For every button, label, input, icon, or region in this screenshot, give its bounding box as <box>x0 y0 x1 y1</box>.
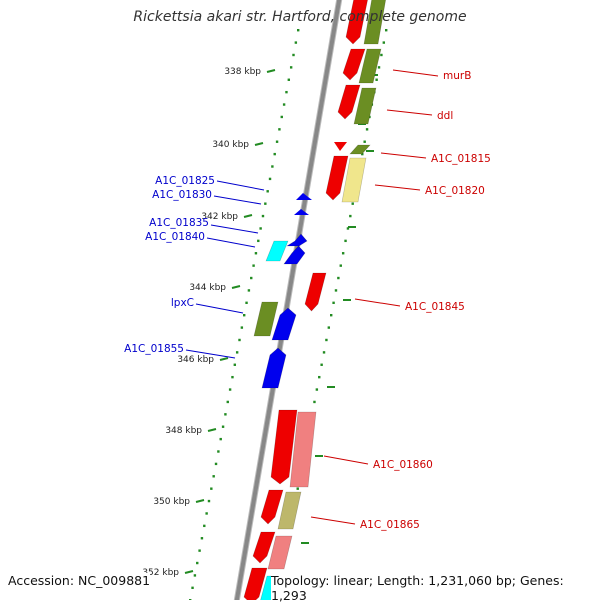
scale-label: 350 kbp <box>153 497 190 507</box>
gene-block <box>252 531 276 564</box>
scale-tick <box>266 69 276 73</box>
gene-block <box>270 409 298 485</box>
gene-block <box>341 157 367 203</box>
gene-block <box>345 0 368 45</box>
map-title: Rickettsia akari str. Hartford, complete… <box>133 9 467 25</box>
gene-label: A1C_01860 <box>373 459 433 471</box>
gene-block <box>289 411 317 488</box>
gene-label: A1C_01830 <box>152 189 212 201</box>
gene-label: A1C_01855 <box>124 343 184 355</box>
scale-tick <box>254 142 264 146</box>
scale-label: 340 kbp <box>212 140 249 150</box>
scale-tick <box>195 499 205 503</box>
gene-label: A1C_01845 <box>405 301 465 313</box>
scale-tick <box>207 428 217 432</box>
scale-label: 344 kbp <box>189 283 226 293</box>
gene-block <box>349 144 371 155</box>
gene-label: A1C_01825 <box>155 175 215 187</box>
scale-tick <box>219 357 229 361</box>
gene-label: A1C_01865 <box>360 519 420 531</box>
gene-block <box>337 84 361 120</box>
accession-text: Accession: NC_009881 <box>8 573 151 588</box>
scale-label: 348 kbp <box>165 426 202 436</box>
gene-label: lpxC <box>171 297 194 309</box>
callout-line <box>354 298 401 307</box>
gene-label: A1C_01820 <box>425 185 485 197</box>
scale-tick <box>184 570 194 574</box>
gene-block <box>260 489 284 525</box>
gene-block <box>265 240 289 262</box>
callout-line <box>206 237 256 248</box>
callout-line <box>323 455 369 465</box>
gene-label: murB <box>443 70 471 82</box>
callout-line <box>185 349 236 359</box>
scale-tick <box>231 285 241 289</box>
gene-block <box>261 347 287 389</box>
callout-line <box>195 303 244 314</box>
scale-label: 346 kbp <box>177 355 214 365</box>
gene-block <box>358 48 382 84</box>
gene-label: ddl <box>437 110 453 122</box>
gene-block <box>253 301 279 337</box>
callout-line <box>392 69 439 77</box>
gene-block <box>243 567 268 600</box>
callout-line <box>380 152 427 159</box>
gene-block <box>277 491 302 530</box>
callout-line <box>210 224 259 234</box>
scale-tick <box>243 214 253 218</box>
gene-block <box>271 307 297 341</box>
gene-block <box>342 48 366 81</box>
scale-label: 342 kbp <box>201 212 238 222</box>
callout-line <box>216 180 265 191</box>
gene-block <box>304 272 327 312</box>
scale-label: 352 kbp <box>142 568 179 578</box>
gene-block <box>353 87 377 125</box>
callout-line <box>213 195 262 205</box>
gene-label: A1C_01840 <box>145 231 205 243</box>
gene-label: A1C_01815 <box>431 153 491 165</box>
gene-block <box>283 245 306 265</box>
gene-block <box>296 193 312 200</box>
gene-block <box>334 142 347 151</box>
gene-block <box>363 0 386 45</box>
gene-block <box>294 209 309 215</box>
gene-label: A1C_01835 <box>149 217 209 229</box>
callout-line <box>386 109 433 116</box>
gene-block <box>285 233 308 247</box>
backbone-line <box>234 0 342 600</box>
callout-line <box>374 184 421 191</box>
gene-block <box>325 155 349 201</box>
scale-label: 338 kbp <box>224 67 261 77</box>
callout-line <box>310 516 356 525</box>
genome-summary-text: Topology: linear; Length: 1,231,060 bp; … <box>271 573 600 603</box>
gene-block <box>267 535 293 570</box>
